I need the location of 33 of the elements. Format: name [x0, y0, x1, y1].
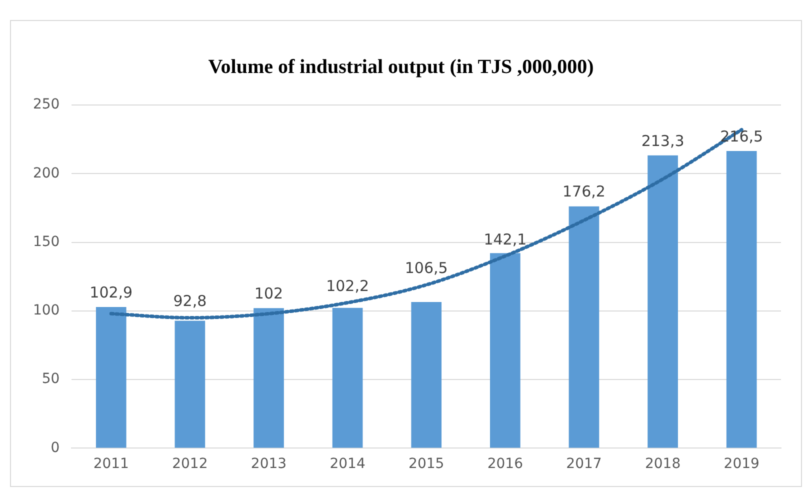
data-label: 102,2 — [326, 277, 370, 296]
x-tick-label: 2015 — [408, 456, 444, 472]
data-label: 92,8 — [173, 292, 207, 310]
x-tick-label: 2013 — [250, 456, 287, 472]
y-tick-label: 150 — [32, 234, 60, 250]
x-tick-label: 2011 — [93, 456, 129, 472]
y-tick-label: 100 — [32, 302, 60, 319]
bar — [411, 302, 442, 448]
bar — [254, 308, 284, 448]
data-label: 102 — [254, 284, 284, 303]
x-tick-label: 2014 — [330, 456, 366, 472]
bar — [568, 206, 600, 448]
bar — [332, 308, 363, 448]
bar — [648, 155, 678, 448]
y-tick-label: 0 — [50, 440, 60, 456]
x-tick-label: 2017 — [566, 456, 602, 472]
bar — [174, 320, 206, 448]
bar — [96, 306, 126, 448]
data-label: 176,2 — [562, 182, 606, 201]
y-tick-label: 200 — [32, 165, 60, 182]
data-label: 106,5 — [404, 259, 448, 278]
bar — [490, 253, 520, 448]
data-label: 102,9 — [90, 283, 133, 302]
x-tick-label: 2019 — [724, 456, 760, 472]
x-tick-label: 2016 — [487, 456, 524, 472]
chart-title: Volume of industrial output (in TJS ,000,000) — [208, 56, 594, 78]
x-tick-label: 2012 — [172, 456, 208, 472]
y-tick-label: 250 — [32, 96, 60, 113]
data-label: 213,3 — [641, 132, 684, 150]
data-label: 142,1 — [484, 230, 527, 248]
x-tick-label: 2018 — [644, 456, 681, 472]
y-tick-label: 50 — [42, 371, 60, 388]
bar — [726, 150, 757, 448]
